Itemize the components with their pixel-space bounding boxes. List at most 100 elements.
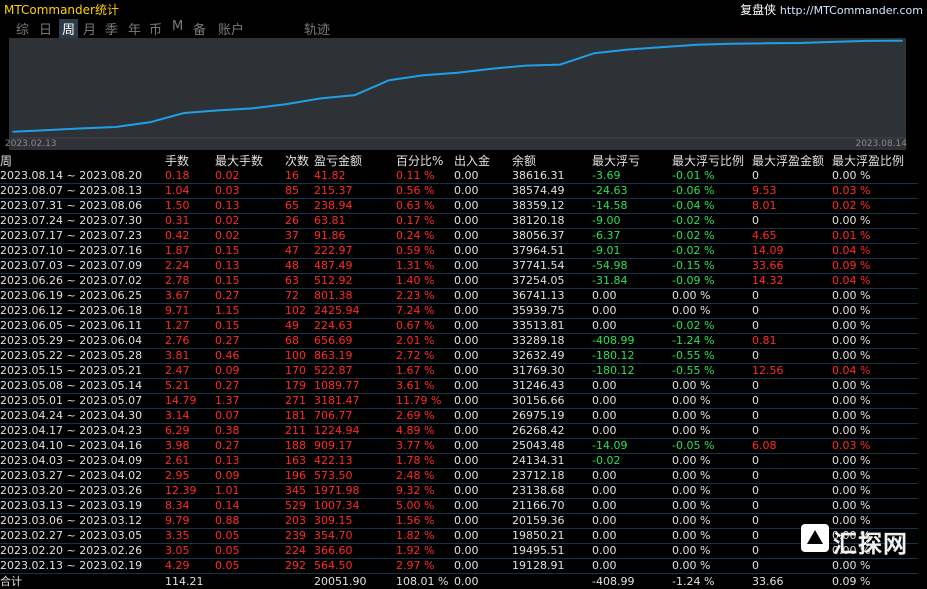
table-cell: 0.00: [592, 544, 672, 559]
column-header[interactable]: 盈亏金额: [314, 153, 396, 169]
table-cell: 0.00 %: [832, 289, 918, 304]
brand-url-link[interactable]: http://MTCommander.com: [780, 4, 923, 17]
table-cell: 2023.05.15 ~ 2023.05.21: [0, 364, 165, 379]
column-header[interactable]: 最大手数: [215, 153, 285, 169]
column-header[interactable]: 次数: [285, 153, 314, 169]
total-cell: [512, 574, 592, 589]
table-cell: 1.37: [215, 394, 285, 409]
table-cell: 7.24 %: [396, 304, 454, 319]
table-cell: 37254.05: [512, 274, 592, 289]
table-cell: 0.27: [215, 439, 285, 454]
table-cell: 0.00 %: [672, 484, 752, 499]
tab-8[interactable]: 备: [193, 19, 206, 38]
table-cell: 0.02 %: [832, 199, 918, 214]
table-cell: 38574.49: [512, 184, 592, 199]
table-cell: 23712.18: [512, 469, 592, 484]
column-header[interactable]: 手数: [165, 153, 215, 169]
table-cell: 0.88: [215, 514, 285, 529]
table-cell: -0.04 %: [672, 199, 752, 214]
table-cell: 2023.04.10 ~ 2023.04.16: [0, 439, 165, 454]
table-cell: 0.04 %: [832, 274, 918, 289]
column-header[interactable]: 最大浮盈金额: [752, 153, 832, 169]
table-cell: 14.09: [752, 244, 832, 259]
tab-2[interactable]: 周: [59, 19, 78, 38]
table-cell: 0.00 %: [672, 454, 752, 469]
table-cell: 271: [285, 394, 314, 409]
table-cell: 32632.49: [512, 349, 592, 364]
column-header[interactable]: 最大浮盈比例: [832, 153, 918, 169]
title-bar: MTCommander统计 复盘侠 http://MTCommander.com: [0, 0, 927, 16]
table-cell: 2023.05.01 ~ 2023.05.07: [0, 394, 165, 409]
balance-point: [388, 79, 390, 81]
balance-point: [457, 72, 459, 74]
table-cell: 1.31 %: [396, 259, 454, 274]
table-cell: 0.00 %: [832, 304, 918, 319]
tab-5[interactable]: 年: [128, 19, 141, 38]
tab-4[interactable]: 季: [105, 19, 118, 38]
balance-point: [423, 74, 425, 76]
tab-10[interactable]: 轨迹: [304, 19, 330, 38]
tab-6[interactable]: 币: [149, 19, 162, 38]
column-header[interactable]: 余额: [512, 153, 592, 169]
table-cell: 25043.48: [512, 439, 592, 454]
table-cell: 5.21: [165, 379, 215, 394]
tab-9[interactable]: 账户: [218, 19, 244, 38]
balance-point: [901, 40, 903, 42]
column-header[interactable]: 最大浮亏: [592, 153, 672, 169]
tab-7[interactable]: M: [172, 19, 183, 34]
table-cell: 0.00 %: [672, 424, 752, 439]
table-cell: 0.00 %: [832, 559, 918, 574]
table-cell: 3.67: [165, 289, 215, 304]
column-header[interactable]: 周: [0, 153, 165, 169]
tab-1[interactable]: 日: [39, 19, 52, 38]
table-cell: 26268.42: [512, 424, 592, 439]
column-header[interactable]: 百分比%: [396, 153, 454, 169]
table-cell: 1.15: [215, 304, 285, 319]
balance-point: [628, 49, 630, 51]
tab-0[interactable]: 综: [16, 19, 29, 38]
table-cell: 0.00 %: [672, 289, 752, 304]
column-header[interactable]: 出入金: [454, 153, 512, 169]
column-header[interactable]: 最大浮亏比例: [672, 153, 752, 169]
tab-3[interactable]: 月: [83, 19, 96, 38]
table-cell: 0.13: [215, 259, 285, 274]
table-cell: -0.06 %: [672, 184, 752, 199]
balance-point: [662, 46, 664, 48]
table-cell: 85: [285, 184, 314, 199]
table-cell: 0: [752, 424, 832, 439]
table-cell: 0.24 %: [396, 229, 454, 244]
table-cell: 91.86: [314, 229, 396, 244]
table-cell: 2.95: [165, 469, 215, 484]
table-cell: 0.00: [454, 514, 512, 529]
table-cell: 2023.08.07 ~ 2023.08.13: [0, 184, 165, 199]
table-cell: 0.00: [592, 514, 672, 529]
table-cell: 2.78: [165, 274, 215, 289]
